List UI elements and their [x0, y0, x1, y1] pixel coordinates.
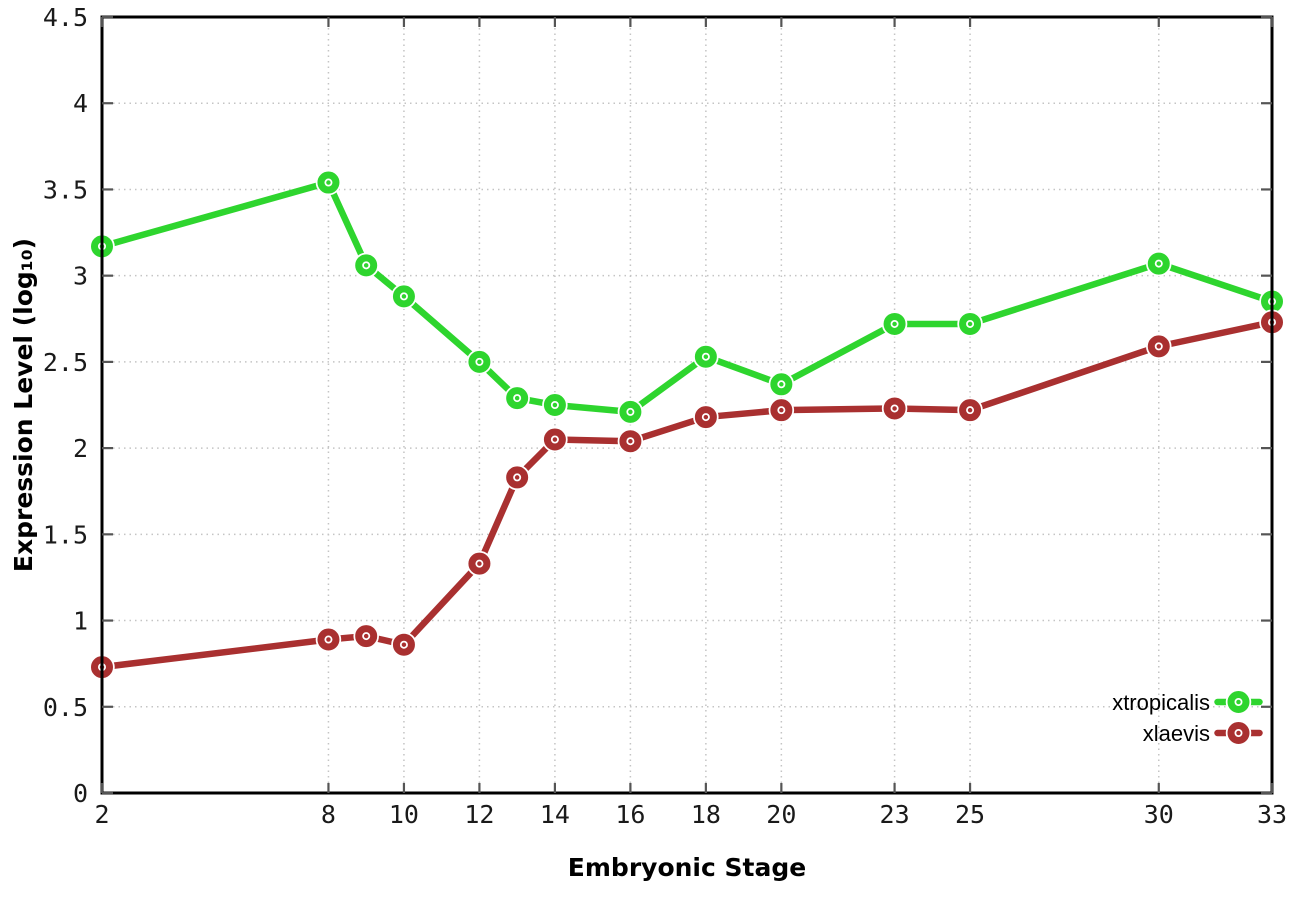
data-point-xlaevis: [770, 399, 793, 422]
x-tick-label: 10: [389, 800, 419, 829]
data-point-xlaevis: [506, 466, 529, 489]
data-point-xlaevis: [543, 428, 566, 451]
x-tick-label: 20: [766, 800, 796, 829]
data-point-xtropicalis: [355, 254, 378, 277]
data-point-xlaevis: [355, 625, 378, 648]
data-point-xlaevis: [694, 406, 717, 429]
x-tick-label: 2: [94, 800, 109, 829]
data-point-xlaevis: [392, 633, 415, 656]
y-tick-label: 3: [73, 262, 88, 291]
legend-marker-xtropicalis: [1227, 691, 1250, 713]
y-tick-label: 0: [73, 779, 88, 808]
y-tick-label: 1: [73, 607, 88, 636]
data-point-xtropicalis: [317, 171, 340, 194]
x-tick-label: 8: [321, 800, 336, 829]
y-tick-label: 0.5: [43, 693, 88, 722]
data-point-xtropicalis: [883, 312, 906, 335]
y-tick-label: 3.5: [43, 175, 88, 204]
data-point-xtropicalis: [1147, 252, 1170, 275]
y-tick-label: 4: [73, 89, 88, 118]
legend-label-xtropicalis: xtropicalis: [1112, 690, 1210, 715]
series-xtropicalis: [89, 169, 1285, 425]
y-tick-label: 2.5: [43, 348, 88, 377]
x-tick-label: 12: [464, 800, 494, 829]
data-point-xlaevis: [317, 628, 340, 651]
data-point-xtropicalis: [694, 345, 717, 368]
data-point-xlaevis: [883, 397, 906, 420]
x-tick-label: 18: [691, 800, 721, 829]
y-tick-label: 4.5: [43, 3, 88, 32]
data-point-xlaevis: [468, 552, 491, 575]
grid: [102, 17, 1272, 793]
x-tick-label: 33: [1257, 800, 1287, 829]
legend: xtropicalis xlaevis: [1112, 689, 1263, 746]
data-point-xtropicalis: [506, 387, 529, 410]
y-tick-label: 2: [73, 434, 88, 463]
legend-label-xlaevis: xlaevis: [1143, 721, 1210, 746]
legend-marker-xlaevis: [1227, 722, 1250, 744]
x-tick-label: 30: [1144, 800, 1174, 829]
data-point-xlaevis: [959, 399, 982, 422]
series-xtropicalis-line: [98, 179, 1276, 416]
data-point-xtropicalis: [392, 285, 415, 308]
y-tick-label: 1.5: [43, 520, 88, 549]
data-point-xtropicalis: [543, 394, 566, 416]
y-axis-title: Expression Level (log₁₀): [9, 238, 38, 572]
tick-labels: 2 8 10 12 14 16 18 20 23 25 30 33 0 0.5 1 1.5 2 2.5 3 3.5 4 4…: [43, 3, 1287, 829]
x-tick-label: 16: [615, 800, 645, 829]
data-point-xtropicalis: [468, 350, 491, 373]
data-point-xtropicalis: [959, 312, 982, 335]
data-point-xtropicalis: [619, 400, 642, 423]
data-point-xtropicalis: [770, 373, 793, 396]
x-tick-label: 23: [880, 800, 910, 829]
x-axis-title: Embryonic Stage: [568, 853, 806, 882]
data-point-xlaevis: [1147, 335, 1170, 358]
x-tick-label: 14: [540, 800, 570, 829]
data-point-xlaevis: [619, 430, 642, 453]
x-tick-label: 25: [955, 800, 985, 829]
plot-border: [100, 15, 1274, 795]
tick-marks: [100, 15, 1274, 795]
